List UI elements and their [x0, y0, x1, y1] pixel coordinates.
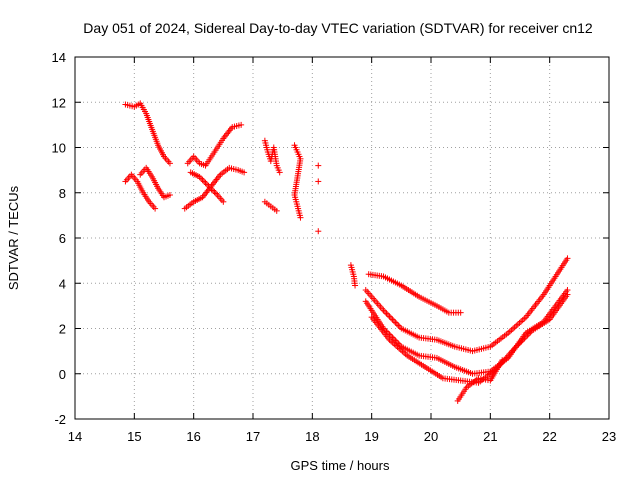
data-point [241, 169, 248, 176]
data-point [383, 310, 390, 317]
x-tick-label: 23 [602, 429, 616, 444]
data-point [392, 319, 399, 326]
y-tick-label: 10 [52, 141, 66, 156]
x-axis-title: GPS time / hours [291, 458, 390, 473]
data-point [220, 198, 227, 205]
data-point [395, 322, 402, 329]
chart-title: Day 051 of 2024, Sidereal Day-to-day VTE… [83, 20, 593, 36]
data-point [166, 192, 173, 199]
data-point [211, 188, 218, 195]
data-point [212, 190, 219, 197]
data-point [527, 329, 534, 336]
grid [75, 57, 609, 419]
data-point [386, 313, 393, 320]
data-point [238, 121, 245, 128]
data-point [202, 179, 209, 186]
data-point [315, 228, 322, 235]
data-point [393, 320, 400, 327]
x-tick-label: 19 [364, 429, 378, 444]
data-point [384, 311, 391, 318]
x-tick-label: 16 [186, 429, 200, 444]
data-points [122, 100, 571, 404]
x-tick-label: 15 [127, 429, 141, 444]
data-point [389, 316, 396, 323]
data-point [297, 214, 304, 221]
data-point [315, 178, 322, 185]
data-point [499, 357, 506, 364]
data-point [564, 255, 571, 262]
data-point [564, 291, 571, 298]
axis-ticks: 14 15 16 17 18 19 20 21 22 23 -2 0 2 4 6 8 10 12 14 [52, 50, 617, 444]
x-tick-label: 20 [424, 429, 438, 444]
data-point [390, 317, 397, 324]
data-point [382, 308, 389, 315]
data-point [199, 176, 206, 183]
y-tick-label: 0 [59, 367, 66, 382]
y-tick-label: 2 [59, 322, 66, 337]
x-tick-label: 14 [68, 429, 82, 444]
x-tick-label: 18 [305, 429, 319, 444]
data-point [166, 160, 173, 167]
y-tick-label: 4 [59, 276, 66, 291]
data-point [201, 178, 208, 185]
y-axis-title: SDTVAR / TECUs [6, 185, 21, 290]
y-tick-label: 8 [59, 186, 66, 201]
y-tick-label: -2 [54, 412, 66, 427]
data-point [457, 309, 464, 316]
data-point [315, 162, 322, 169]
data-point [152, 205, 159, 212]
x-tick-label: 21 [483, 429, 497, 444]
x-tick-label: 22 [542, 429, 556, 444]
data-point [352, 282, 359, 289]
data-point [276, 169, 283, 176]
y-tick-label: 14 [52, 50, 66, 65]
x-tick-label: 17 [246, 429, 260, 444]
data-point [273, 207, 280, 214]
y-tick-label: 6 [59, 231, 66, 246]
data-point [387, 314, 394, 321]
y-tick-label: 12 [52, 95, 66, 110]
